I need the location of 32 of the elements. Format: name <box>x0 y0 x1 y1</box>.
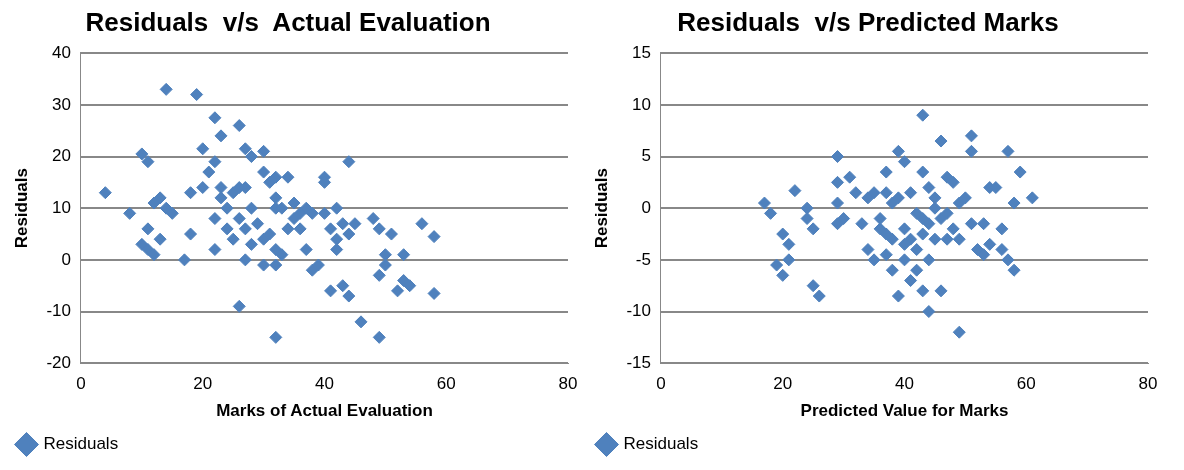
legend-label: Residuals <box>43 434 119 454</box>
chart-title: Residuals v/s Actual Evaluation <box>85 6 491 37</box>
x-tick-label: 40 <box>895 374 914 394</box>
x-tick-label: 60 <box>436 374 456 394</box>
x-tick-label: 0 <box>656 374 666 394</box>
y-axis-title: Residuals <box>591 168 611 249</box>
y-tick-label: -15 <box>626 352 651 372</box>
y-tick-label: 10 <box>632 94 651 114</box>
y-tick-label: -10 <box>46 301 71 321</box>
x-tick-label: 20 <box>773 374 793 394</box>
y-tick-label: 0 <box>61 249 71 269</box>
x-tick-label: 40 <box>315 374 334 394</box>
y-axis-title: Residuals <box>11 168 31 249</box>
y-tick-label: -5 <box>635 249 651 269</box>
y-tick-label: 40 <box>52 42 71 62</box>
y-tick-label: 0 <box>641 197 651 217</box>
y-tick-label: 15 <box>632 42 651 62</box>
chart-title: Residuals v/s Predicted Marks <box>677 6 1059 37</box>
x-tick-label: 20 <box>193 374 213 394</box>
y-tick-label: -10 <box>626 301 651 321</box>
y-tick-label: -20 <box>46 352 71 372</box>
x-tick-label: 0 <box>76 374 86 394</box>
y-tick-label: 5 <box>641 146 651 166</box>
y-tick-label: 30 <box>52 94 71 114</box>
x-tick-label: 80 <box>558 374 578 394</box>
x-tick-label: 80 <box>1138 374 1158 394</box>
x-axis-title: Predicted Value for Marks <box>800 401 1009 421</box>
legend-label: Residuals <box>623 434 699 454</box>
y-tick-label: 20 <box>52 146 71 166</box>
y-tick-label: 10 <box>52 197 71 217</box>
x-axis-title: Marks of Actual Evaluation <box>216 401 433 421</box>
x-tick-label: 60 <box>1016 374 1036 394</box>
